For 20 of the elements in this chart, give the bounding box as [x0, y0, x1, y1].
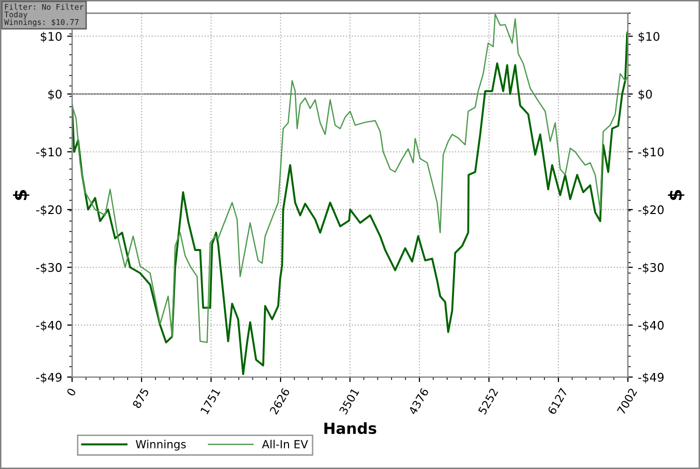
y-tick-label: -$10 — [36, 147, 62, 158]
legend-label: All-In EV — [262, 440, 308, 448]
y2-tick-label: -$49 — [638, 372, 664, 384]
y2-tick-label: -$30 — [638, 262, 664, 274]
y2-tick-label: $10 — [638, 32, 660, 42]
y2-tick-label: -$40 — [638, 320, 664, 332]
y2-tick-label: -$10 — [638, 147, 664, 158]
y-tick-label: $0 — [48, 90, 62, 100]
y-axis-title: $ — [12, 190, 30, 200]
y-tick-label: $10 — [40, 32, 62, 42]
y-tick-label: -$40 — [36, 320, 62, 332]
y2-tick-label: $0 — [638, 90, 652, 100]
y-tick-label: -$20 — [36, 205, 62, 216]
y2-axis-title: $ — [668, 190, 684, 200]
y-tick-label: -$30 — [36, 262, 62, 274]
y2-tick-label: -$20 — [638, 205, 664, 216]
x-axis-title: Hands — [324, 422, 376, 434]
y-tick-label: -$49 — [36, 372, 62, 384]
legend-label: Winnings — [136, 440, 186, 451]
x-tick-label: 0 — [66, 388, 76, 397]
